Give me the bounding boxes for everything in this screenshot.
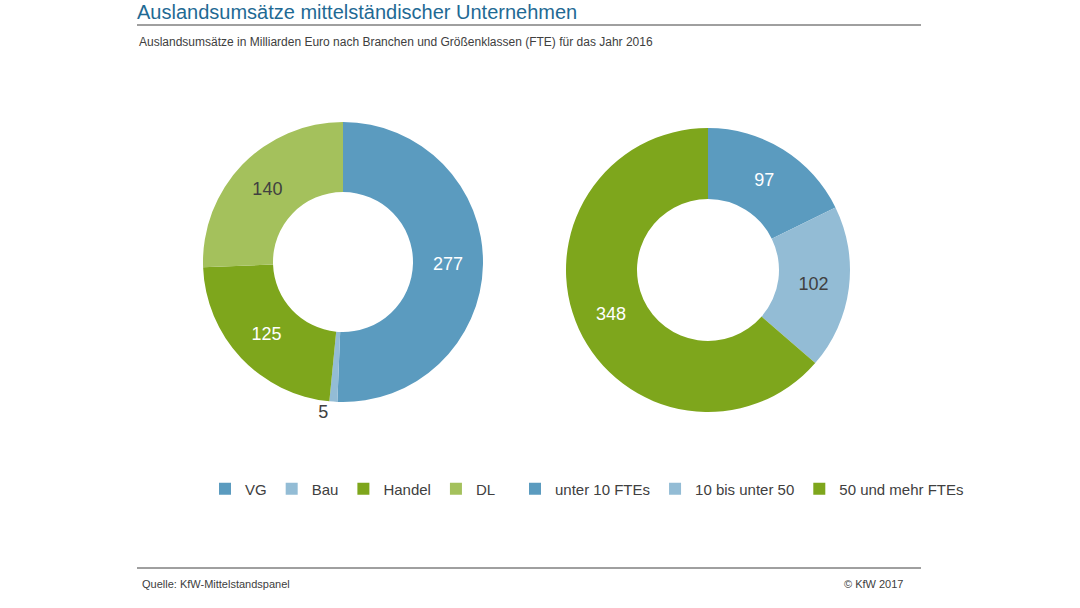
svg-text:125: 125 xyxy=(252,324,282,344)
svg-text:Quelle: KfW-Mittelstandspanel: Quelle: KfW-Mittelstandspanel xyxy=(142,578,290,590)
svg-text:50 und mehr FTEs: 50 und mehr FTEs xyxy=(839,481,963,498)
svg-text:Auslandsumsätze in Milliarden: Auslandsumsätze in Milliarden Euro nach … xyxy=(139,35,653,49)
svg-text:Bau: Bau xyxy=(312,481,339,498)
svg-text:348: 348 xyxy=(596,304,626,324)
svg-text:5: 5 xyxy=(318,402,328,422)
svg-text:unter 10 FTEs: unter 10 FTEs xyxy=(555,481,650,498)
svg-text:102: 102 xyxy=(799,274,829,294)
svg-text:DL: DL xyxy=(476,481,495,498)
svg-text:10 bis unter 50: 10 bis unter 50 xyxy=(695,481,794,498)
svg-text:© KfW 2017: © KfW 2017 xyxy=(844,578,903,590)
svg-text:Handel: Handel xyxy=(383,481,431,498)
svg-text:277: 277 xyxy=(433,254,463,274)
svg-text:VG: VG xyxy=(245,481,267,498)
svg-text:Auslandsumsätze mittelständisc: Auslandsumsätze mittelständischer Untern… xyxy=(137,1,577,23)
svg-text:140: 140 xyxy=(252,179,282,199)
svg-text:97: 97 xyxy=(754,170,774,190)
